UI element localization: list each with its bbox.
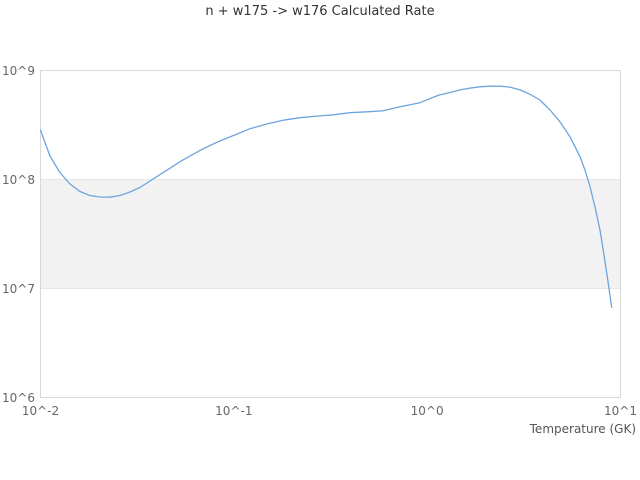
x-tick-label: 10^0 bbox=[410, 404, 444, 418]
y-tick-label: 10^7 bbox=[2, 281, 35, 296]
x-tick-label: 10^-1 bbox=[215, 404, 253, 418]
calculated-rate-line bbox=[39, 85, 613, 309]
y-tick-label: 10^6 bbox=[2, 390, 35, 405]
plot-border bbox=[40, 70, 621, 398]
y-tick-label: 10^9 bbox=[2, 63, 35, 78]
x-tick-label: 10^1 bbox=[604, 404, 637, 418]
x-axis-title: Temperature (GK) bbox=[529, 422, 636, 436]
y-tick-label: 10^8 bbox=[2, 172, 35, 187]
alternate-grid-band bbox=[40, 179, 621, 289]
x-tick-label: 10^-2 bbox=[21, 404, 60, 418]
chart-title: n + w175 -> w176 Calculated Rate bbox=[205, 4, 435, 19]
